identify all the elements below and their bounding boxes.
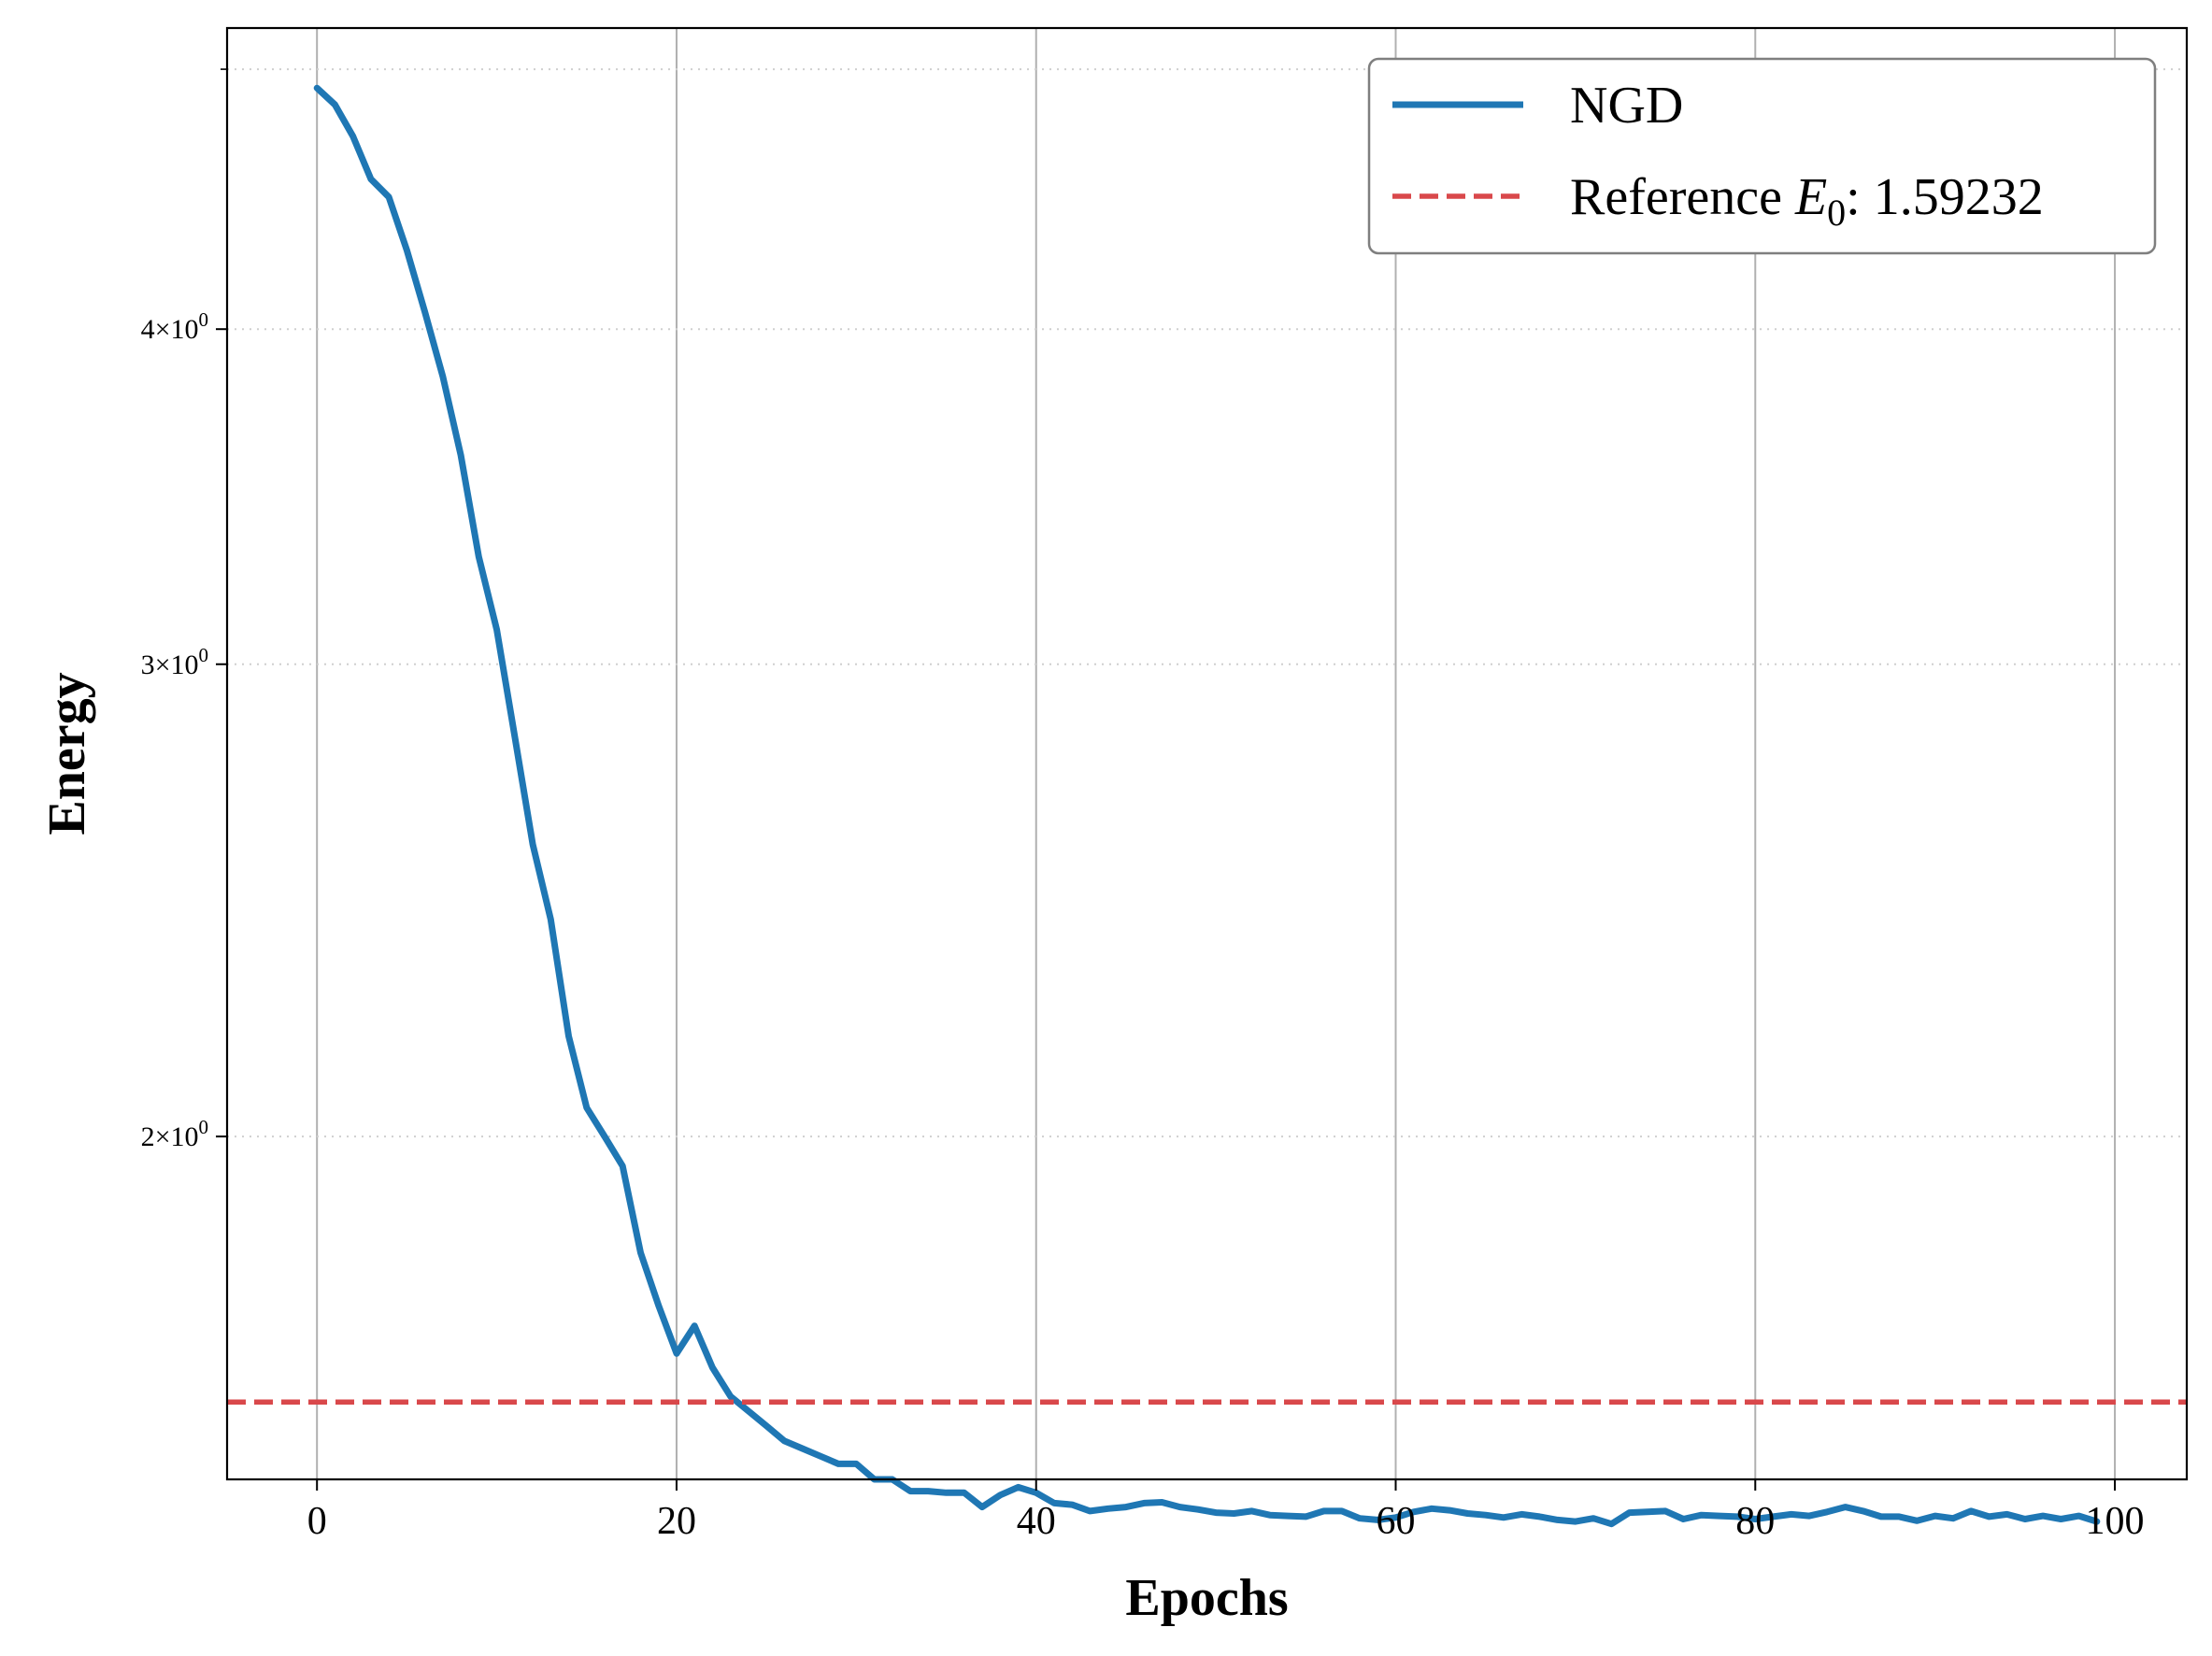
tick-layer: 0 20 40 60 80 100 2×100 3×100 4×100 — [141, 68, 2145, 1543]
legend-label-ngd: NGD — [1570, 77, 1683, 135]
y-tick-label: 3×100 — [141, 644, 208, 680]
legend-label-reference: Reference E0: 1.59232 — [1570, 168, 2044, 234]
x-axis-label: Epochs — [1125, 1569, 1288, 1627]
x-tick-label: 20 — [657, 1500, 696, 1543]
y-tick-label: 4×100 — [141, 308, 208, 345]
x-tick-label: 60 — [1377, 1500, 1416, 1543]
x-tick-label: 80 — [1735, 1500, 1775, 1543]
series-layer — [227, 84, 2187, 1528]
legend: NGD Reference E0: 1.59232 — [1367, 57, 2157, 255]
y-tick-label: 2×100 — [141, 1116, 208, 1152]
series-line-ngd — [313, 84, 2101, 1528]
x-tick-label: 100 — [2086, 1500, 2145, 1543]
legend-box — [1367, 57, 2157, 255]
x-tick-label: 40 — [1017, 1500, 1056, 1543]
y-axis-label: Energy — [38, 672, 96, 835]
x-tick-label: 0 — [307, 1500, 327, 1543]
grid-lines — [227, 28, 2187, 1479]
plot-frame — [225, 26, 2189, 1481]
